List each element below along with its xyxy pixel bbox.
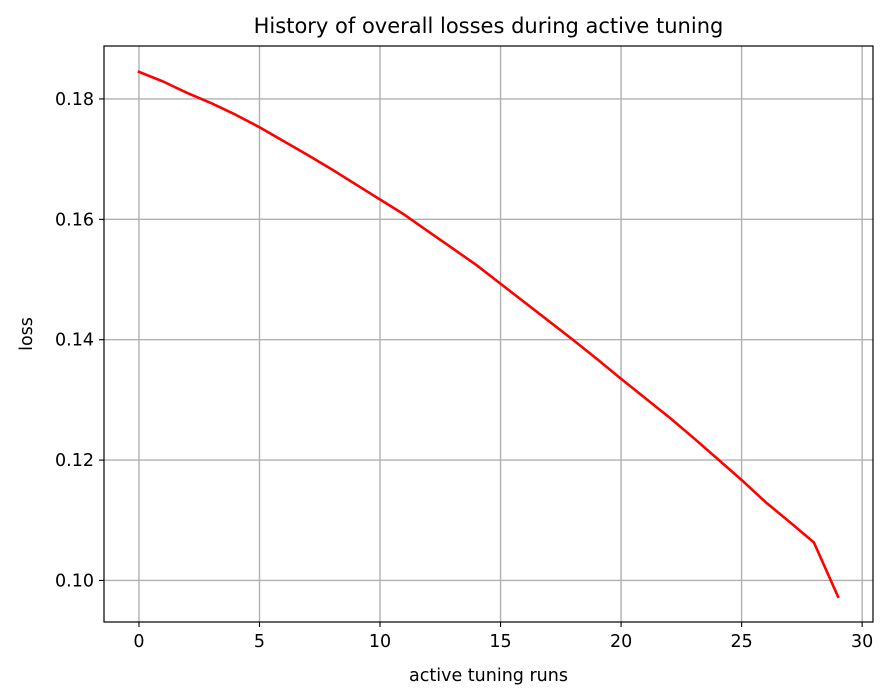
ticks: 0 5 10 15 20 25 30 0.10 0.12 0.14 0.16 0.18 [55,90,873,652]
y-tick-label: 0.14 [55,331,94,351]
y-tick-label: 0.16 [55,210,94,230]
x-tick-label: 5 [254,632,265,652]
y-axis-label: loss [17,317,37,351]
x-tick-label: 20 [610,632,632,652]
x-tick-label: 25 [730,632,752,652]
grid [104,46,873,622]
x-axis-label: active tuning runs [409,666,568,686]
x-tick-label: 10 [369,632,391,652]
y-tick-label: 0.18 [55,90,94,110]
x-tick-label: 0 [133,632,144,652]
y-tick-label: 0.10 [55,571,94,591]
chart-title: History of overall losses during active … [254,14,724,38]
plot-frame [103,45,874,623]
series-line [137,70,840,599]
x-tick-label: 30 [851,632,873,652]
x-tick-label: 15 [489,632,511,652]
series-layer [137,70,840,599]
y-tick-label: 0.12 [55,451,94,471]
